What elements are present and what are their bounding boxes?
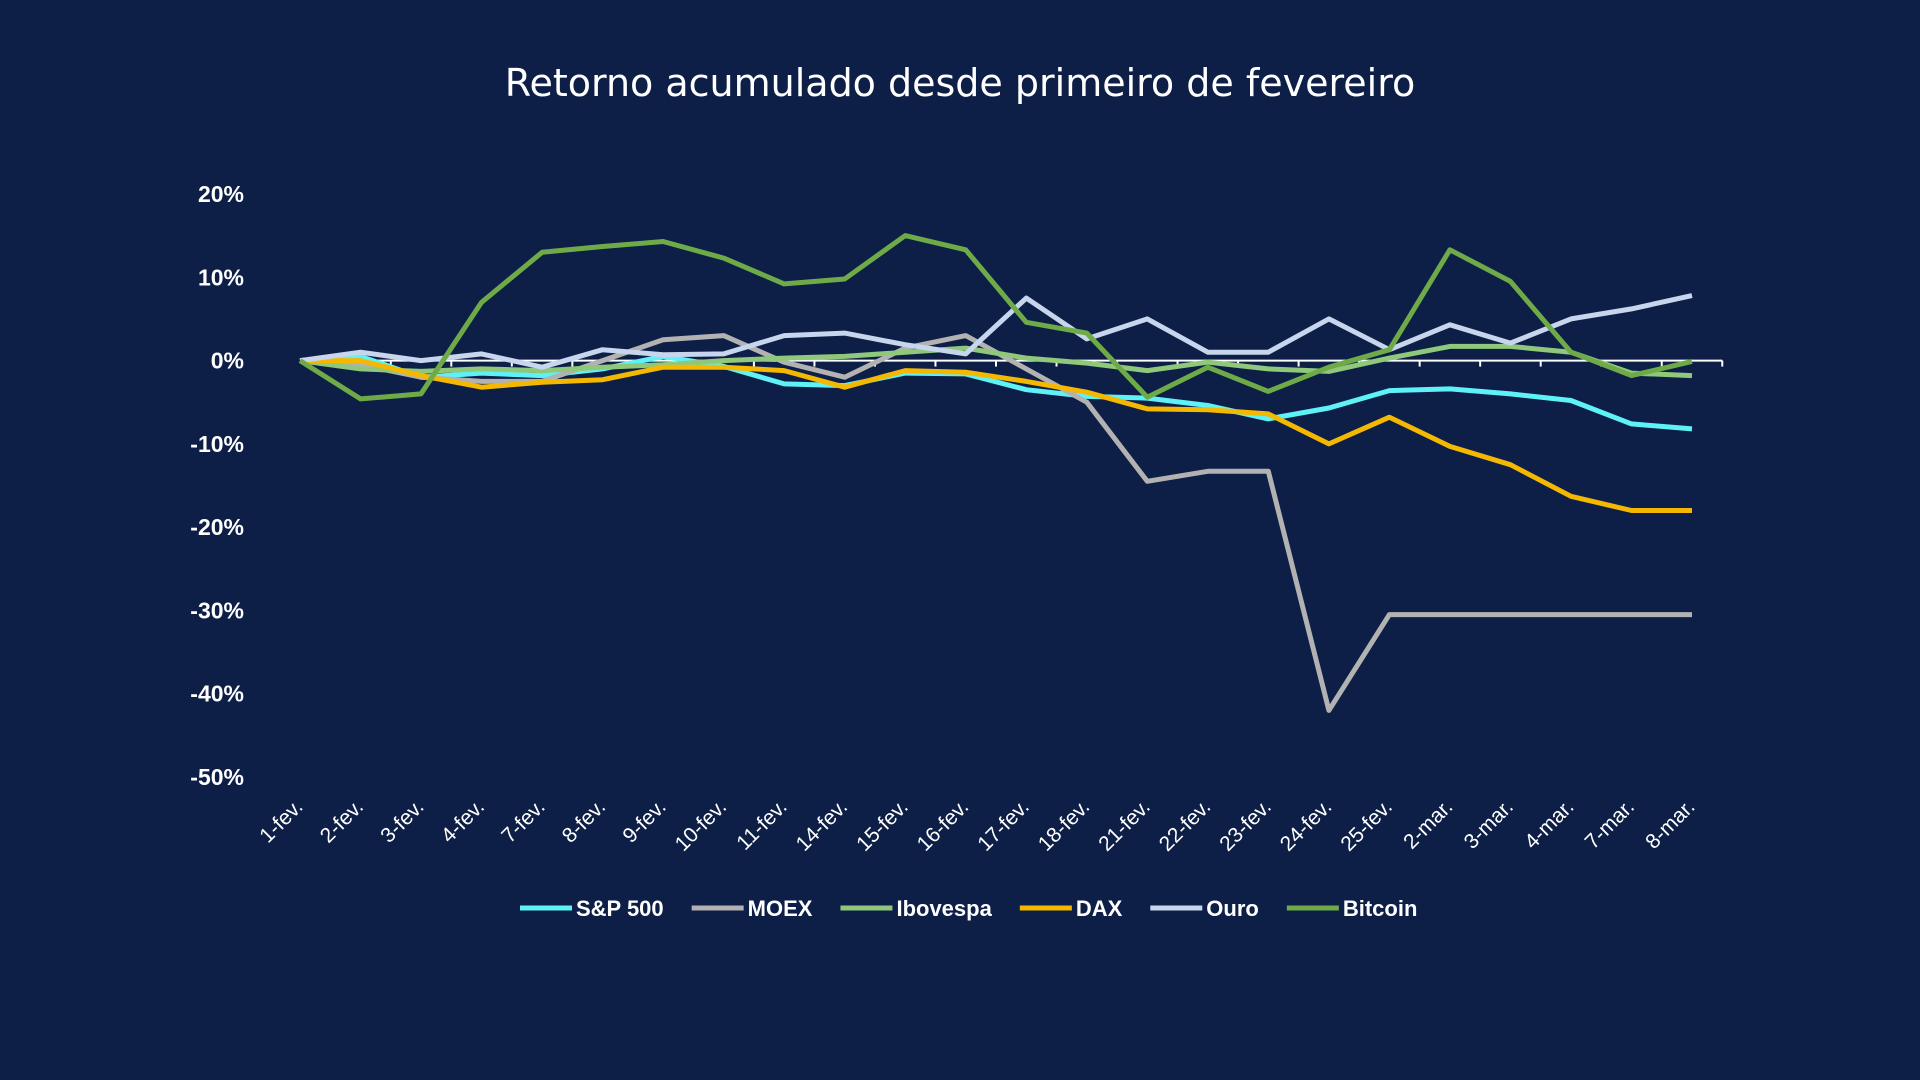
- legend-item: DAX: [1019, 896, 1123, 921]
- series-line-dax: [300, 358, 1692, 513]
- y-tick-label: -40%: [190, 681, 244, 707]
- legend-label: S&P 500: [576, 896, 664, 921]
- y-tick-label: -20%: [190, 514, 244, 540]
- y-tick-label: 10%: [198, 264, 244, 290]
- series-line-s-p-500: [299, 353, 1693, 432]
- legend-label: Ouro: [1206, 896, 1259, 921]
- y-tick-label: -30%: [190, 597, 244, 623]
- legend-label: MOEX: [748, 896, 813, 921]
- legend-label: Bitcoin: [1343, 896, 1418, 921]
- y-tick-label: 20%: [198, 181, 244, 207]
- y-tick-label: 0%: [211, 348, 244, 374]
- legend-label: DAX: [1076, 896, 1123, 921]
- legend-item: Ibovespa: [840, 896, 993, 921]
- plot-area: [298, 233, 1693, 713]
- legend-item: Bitcoin: [1286, 896, 1418, 921]
- series-line-ouro: [299, 293, 1693, 370]
- y-axis-tick-labels: 20% 10% 0% -10% -20% -30% -40% -50%: [190, 181, 244, 790]
- legend-item: Ouro: [1150, 896, 1259, 921]
- legend-item: MOEX: [691, 896, 813, 921]
- series-line-ibovespa: [299, 343, 1693, 379]
- y-tick-label: -10%: [190, 431, 244, 457]
- legend-item: S&P 500: [520, 896, 664, 921]
- chart-title: Retorno acumulado desde primeiro de feve…: [505, 61, 1415, 105]
- legend-label: Ibovespa: [896, 896, 992, 921]
- series-line-bitcoin: [298, 233, 1693, 402]
- y-tick-label: -50%: [190, 764, 244, 790]
- legend: S&P 500 MOEX Ibovespa DAX Ouro Bitcoin: [520, 896, 1417, 921]
